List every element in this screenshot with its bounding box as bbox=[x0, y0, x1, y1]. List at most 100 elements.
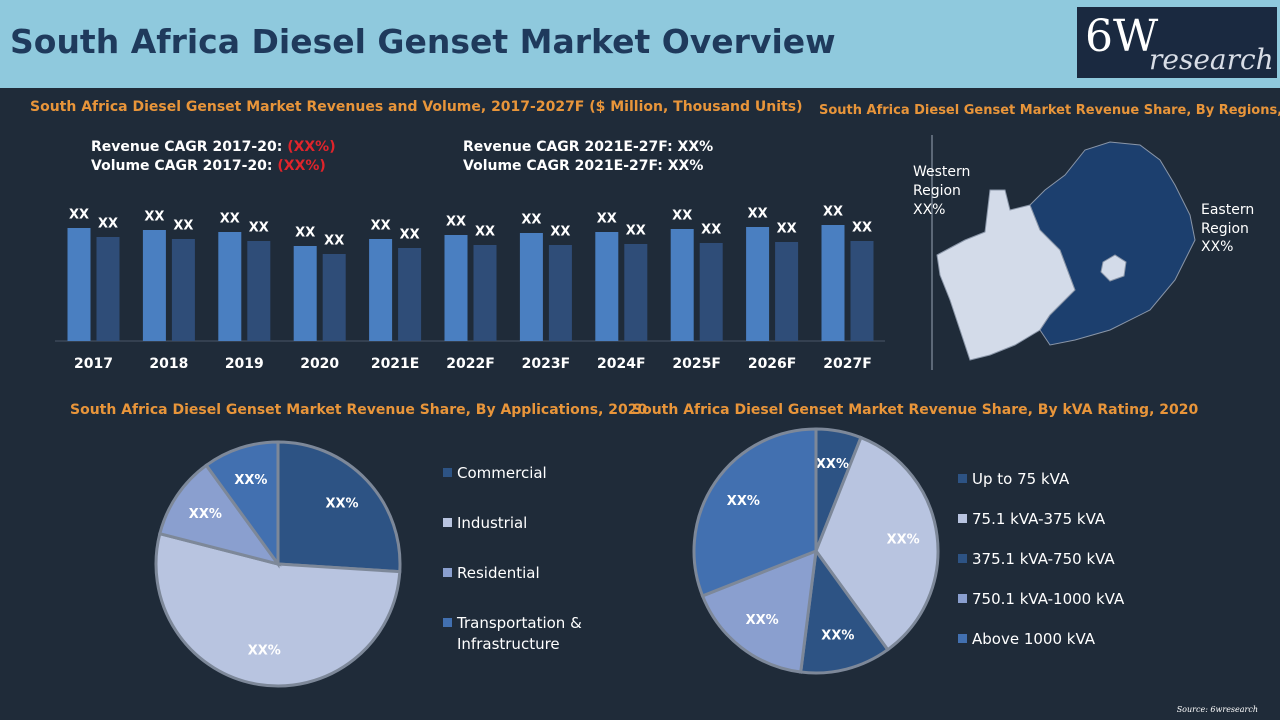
slice-label: XX% bbox=[189, 507, 222, 522]
logo-sub: research bbox=[1149, 43, 1274, 76]
value-label: XX bbox=[400, 228, 420, 243]
bar bbox=[171, 239, 195, 341]
slice-label: XX% bbox=[248, 643, 281, 658]
legend-swatch bbox=[958, 514, 967, 523]
bar bbox=[398, 248, 422, 341]
bar bbox=[548, 245, 572, 341]
logo: 6W research bbox=[1077, 7, 1277, 78]
value-label: XX bbox=[597, 212, 617, 227]
cagr-label: Revenue CAGR 2017-20: bbox=[91, 139, 283, 155]
map bbox=[936, 141, 1196, 361]
cagr-note: Volume CAGR 2021E-27F: XX% bbox=[463, 158, 703, 174]
legend-swatch bbox=[443, 568, 452, 577]
value-label: XX bbox=[295, 226, 315, 241]
legend-swatch bbox=[958, 554, 967, 563]
cagr-value: (XX%) bbox=[277, 158, 326, 174]
x-tick-label: 2017 bbox=[74, 356, 113, 372]
legend-label: Up to 75 kVA bbox=[972, 470, 1070, 488]
bar bbox=[595, 232, 619, 341]
legend-label: Industrial bbox=[457, 514, 528, 532]
slice-label: XX% bbox=[887, 532, 920, 547]
legend-swatch bbox=[958, 594, 967, 603]
slice-label: XX% bbox=[821, 629, 854, 644]
chart-title: South Africa Diesel Genset Market Revenu… bbox=[70, 402, 648, 418]
bar bbox=[624, 244, 648, 341]
legend-label: 75.1 kVA-375 kVA bbox=[972, 510, 1106, 528]
legend-swatch bbox=[958, 634, 967, 643]
value-label: XX bbox=[823, 205, 843, 220]
cagr-value: XX% bbox=[677, 139, 714, 155]
pie-slice bbox=[692, 427, 818, 598]
region-name: Western Region bbox=[913, 164, 971, 199]
value-label: XX bbox=[475, 225, 495, 240]
x-tick-label: 2024F bbox=[597, 356, 646, 372]
page-title: South Africa Diesel Genset Market Overvi… bbox=[10, 22, 836, 61]
pie-slice bbox=[154, 531, 402, 688]
bar bbox=[821, 225, 845, 341]
bar bbox=[218, 232, 242, 341]
logo-main: 6W bbox=[1085, 11, 1159, 62]
cagr-note: Revenue CAGR 2017-20: (XX%) bbox=[91, 139, 336, 155]
value-label: XX bbox=[521, 213, 541, 228]
map-region bbox=[1029, 141, 1196, 346]
chart-title: South Africa Diesel Genset Market Revenu… bbox=[819, 103, 1280, 118]
pie-slice bbox=[814, 435, 940, 652]
legend-swatch bbox=[443, 618, 452, 627]
bar bbox=[850, 241, 874, 341]
bar bbox=[322, 254, 346, 341]
bar bbox=[670, 229, 694, 341]
bar bbox=[67, 228, 91, 341]
value-label: XX bbox=[220, 212, 240, 227]
region-value: XX% bbox=[913, 202, 946, 218]
legend-label: 375.1 kVA-750 kVA bbox=[972, 550, 1115, 568]
value-label: XX bbox=[69, 208, 89, 223]
value-label: XX bbox=[446, 215, 466, 230]
legend-label: Residential bbox=[457, 564, 540, 582]
legend-label: Commercial bbox=[457, 464, 547, 482]
legend-label: Transportation & Infrastructure bbox=[457, 614, 582, 653]
legend-swatch bbox=[443, 468, 452, 477]
bar bbox=[142, 230, 166, 341]
bar bbox=[444, 235, 468, 341]
cagr-value: (XX%) bbox=[287, 139, 336, 155]
bar bbox=[775, 242, 799, 341]
x-tick-label: 2023F bbox=[522, 356, 571, 372]
value-label: XX bbox=[144, 210, 164, 225]
pie-slice bbox=[276, 440, 402, 574]
cagr-label: Volume CAGR 2021E-27F: bbox=[463, 158, 663, 174]
bar bbox=[96, 237, 120, 341]
chart-title: South Africa Diesel Genset Market Revenu… bbox=[632, 402, 1199, 418]
x-tick-label: 2019 bbox=[225, 356, 264, 372]
map-enclave bbox=[1100, 254, 1127, 282]
value-label: XX bbox=[852, 221, 872, 236]
pie-slice bbox=[158, 463, 282, 567]
x-tick-label: 2021E bbox=[371, 356, 420, 372]
chart-title: South Africa Diesel Genset Market Revenu… bbox=[30, 99, 803, 115]
legend-swatch bbox=[443, 518, 452, 527]
value-label: XX bbox=[550, 225, 570, 240]
value-label: XX bbox=[98, 217, 118, 232]
bar bbox=[369, 239, 393, 341]
cagr-value: XX% bbox=[667, 158, 704, 174]
cagr-label: Revenue CAGR 2021E-27F: bbox=[463, 139, 673, 155]
cagr-note: Revenue CAGR 2021E-27F: XX% bbox=[463, 139, 713, 155]
cagr-label: Volume CAGR 2017-20: bbox=[91, 158, 273, 174]
pie-slice bbox=[700, 548, 818, 674]
value-label: XX bbox=[701, 223, 721, 238]
slice-label: XX% bbox=[746, 613, 779, 628]
slice-label: XX% bbox=[325, 496, 358, 511]
bar bbox=[746, 227, 770, 341]
slice-label: XX% bbox=[727, 494, 760, 509]
legend-swatch bbox=[958, 474, 967, 483]
x-tick-label: 2022F bbox=[446, 356, 495, 372]
x-tick-label: 2025F bbox=[672, 356, 721, 372]
slice-label: XX% bbox=[816, 457, 849, 472]
bar bbox=[699, 243, 723, 341]
bar bbox=[293, 246, 317, 341]
region-value: XX% bbox=[1201, 239, 1234, 255]
value-label: XX bbox=[777, 222, 797, 237]
source: Source: 6wresearch bbox=[1176, 705, 1258, 714]
legend-label: Above 1000 kVA bbox=[972, 630, 1096, 648]
